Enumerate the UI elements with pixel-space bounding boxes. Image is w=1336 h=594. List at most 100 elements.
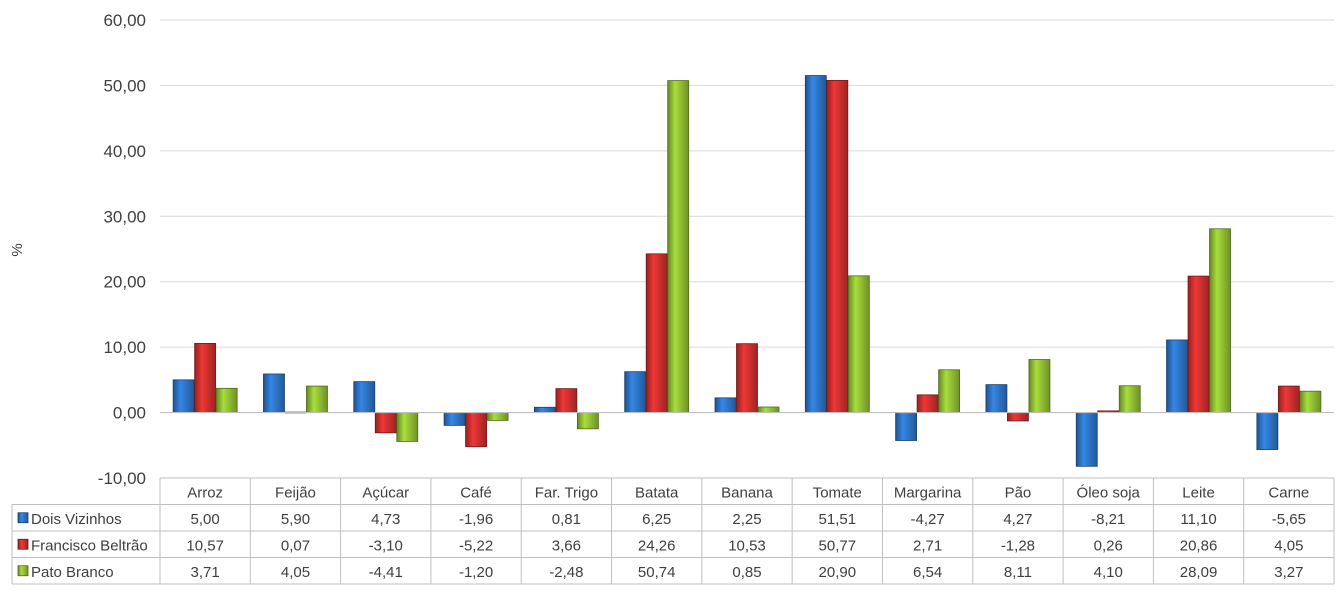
bar-1-5 [533, 406, 556, 413]
bar-3-3 [396, 412, 419, 442]
bar-2-1 [194, 343, 217, 413]
data-label: 5,00 [191, 511, 220, 528]
bar-3-9 [938, 369, 961, 413]
category-label: Leite [1182, 484, 1215, 501]
data-label: 20,90 [819, 564, 857, 581]
bar-2-8 [826, 79, 849, 413]
bar-2-4 [465, 412, 487, 448]
data-label: 24,26 [638, 537, 676, 554]
bar-1-10 [985, 384, 1008, 413]
category-label: Far. Trigo [535, 484, 598, 501]
bar-1-11 [1075, 412, 1098, 467]
data-label: -4,41 [369, 564, 403, 581]
bar-3-11 [1118, 385, 1141, 413]
data-label: 4,05 [281, 564, 310, 581]
data-label: 8,11 [1004, 564, 1032, 581]
data-label: 4,05 [1274, 537, 1303, 554]
data-label: 6,25 [642, 511, 671, 528]
legend-key [17, 565, 29, 577]
category-label: Açúcar [362, 484, 409, 501]
data-label: 2,25 [732, 511, 761, 528]
data-label: 3,27 [1274, 564, 1303, 581]
category-label: Tomate [813, 484, 862, 501]
data-label: -3,10 [369, 537, 403, 554]
category-label: Margarina [894, 484, 962, 501]
y-tick-label: 30,00 [103, 207, 146, 226]
y-axis: -10,00 0,00 10,00 20,00 30,00 40,00 50,00 60,00 [98, 11, 146, 488]
bar-1-3 [353, 381, 376, 413]
data-label: -8,21 [1091, 511, 1125, 528]
bar-2-12 [1187, 275, 1210, 413]
bar-1-9 [895, 412, 918, 441]
y-tick-label: 50,00 [103, 76, 146, 95]
bar-2-13 [1277, 385, 1300, 413]
bars [172, 75, 1322, 467]
data-label: -5,65 [1272, 511, 1306, 528]
data-table: Arroz Feijão Açúcar Café Far. Trigo Batata Ban… [11, 477, 1335, 585]
bar-3-4 [486, 412, 509, 421]
data-label: 51,51 [819, 511, 857, 528]
bar-1-12 [1166, 339, 1188, 413]
data-label: 3,66 [552, 537, 581, 554]
data-label: -2,48 [549, 564, 583, 581]
data-label: 50,74 [638, 564, 676, 581]
y-axis-title: % [9, 243, 26, 256]
y-tick-label: 0,00 [113, 404, 146, 423]
bar-3-12 [1209, 228, 1231, 413]
category-label: Café [460, 484, 492, 501]
gridlines [160, 19, 1334, 479]
data-label: 6,54 [913, 564, 942, 581]
data-label: 5,90 [281, 511, 310, 528]
category-label: Batata [635, 484, 679, 501]
category-label: Carne [1268, 484, 1309, 501]
category-label: Pão [1005, 484, 1032, 501]
bar-1-1 [172, 379, 195, 413]
bar-3-6 [667, 80, 690, 413]
series-name: Dois Vizinhos [31, 511, 122, 528]
bar-2-9 [916, 394, 939, 413]
bar-1-2 [263, 373, 285, 413]
data-label: 10,53 [728, 537, 766, 554]
y-tick-label: 10,00 [103, 338, 146, 357]
bar-3-2 [306, 385, 328, 413]
data-label: 11,10 [1180, 511, 1216, 528]
bar-3-5 [576, 412, 599, 430]
data-label: -1,28 [1001, 537, 1035, 554]
bar-1-4 [443, 412, 466, 426]
bar-2-5 [555, 388, 578, 413]
series-name: Francisco Beltrão [31, 537, 148, 554]
data-label: 0,81 [552, 511, 581, 528]
bar-2-6 [645, 253, 668, 413]
y-tick-label: 40,00 [103, 142, 146, 161]
data-label: -1,20 [459, 564, 493, 581]
y-tick-label: -10,00 [98, 469, 146, 488]
category-label: Feijão [275, 484, 316, 501]
data-label: 0,26 [1094, 537, 1123, 554]
data-label: -5,22 [459, 537, 493, 554]
legend-key [17, 512, 29, 524]
bar-1-13 [1256, 412, 1279, 450]
data-label: 0,07 [281, 537, 310, 554]
legend-key [17, 538, 29, 550]
data-label: 50,77 [819, 537, 857, 554]
data-label: 28,09 [1180, 564, 1218, 581]
bar-3-10 [1028, 359, 1051, 413]
bar-1-8 [804, 75, 827, 413]
data-label: 10,57 [186, 537, 224, 554]
bar-2-10 [1007, 412, 1029, 422]
bar-2-7 [736, 343, 758, 413]
bar-1-6 [624, 371, 647, 413]
data-label: -1,96 [459, 511, 493, 528]
bar-3-8 [847, 275, 870, 413]
data-label: 4,73 [371, 511, 400, 528]
bar-1-7 [714, 397, 737, 413]
bar-3-13 [1299, 390, 1322, 413]
bar-3-7 [757, 406, 780, 413]
bar-2-3 [374, 412, 397, 434]
data-label: 20,86 [1180, 537, 1218, 554]
series-name: Pato Branco [31, 564, 114, 581]
data-label: 3,71 [191, 564, 220, 581]
category-label: Banana [721, 484, 773, 501]
